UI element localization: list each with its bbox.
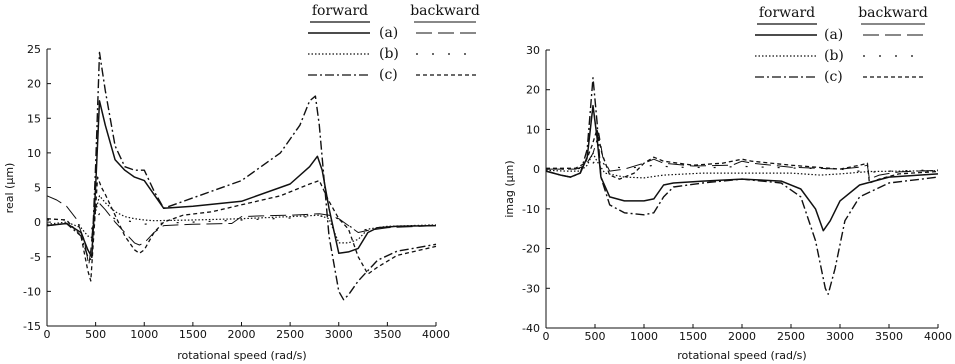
right-y-axis-label: imag (μm) [503,160,516,217]
right-x-tick-label: 4000 [924,330,952,343]
right-y-tick-label: 0 [533,163,540,176]
left-legend-row-b: (b) [379,46,399,62]
right-x-tick-label: 3500 [875,330,903,343]
right-x-tick-label: 1500 [679,330,707,343]
right-legend-row-a: (a) [824,27,843,43]
left-x-tick-label: 3000 [325,328,353,341]
left-legend-row-c: (c) [379,67,398,83]
right-x-tick-label: 500 [585,330,606,343]
left-y-tick-label: -15 [23,320,41,333]
right-y-tick-label: -30 [522,282,540,295]
right-y-tick-label: -20 [522,243,540,256]
right-x-tick-label: 0 [543,330,550,343]
right-series-fc [545,77,939,295]
right-x-ticks: 0 500 1000 1500 2000 2500 3000 3500 4000 [543,324,952,343]
left-x-axis-label: rotational speed (rad/s) [177,349,306,362]
right-legend-header-forward: forward [759,5,815,21]
left-y-tick-label: 15 [27,112,41,125]
right-y-ticks: -40 -30 -20 -10 0 10 20 30 [522,44,550,335]
left-series-group [46,51,437,301]
left-x-tick-label: 2000 [228,328,256,341]
left-y-axis-label: real (μm) [3,163,16,214]
left-y-ticks: -15 -10 -5 0 5 10 15 20 25 [23,43,51,333]
left-series-fa [46,100,437,258]
right-x-tick-label: 2500 [777,330,805,343]
chart-right: 0 500 1000 1500 2000 2500 3000 3500 4000 -40-30-… [503,5,952,362]
left-x-ticks: 0 500 1000 1500 2000 2500 3000 3500 4000 [44,322,450,341]
left-x-tick-label: 2500 [276,328,304,341]
left-x-tick-label: 4000 [422,328,450,341]
right-y-tick-label: 20 [526,84,540,97]
left-y-tick-label: 20 [27,78,41,91]
right-x-axis-label: rotational speed (rad/s) [677,349,806,362]
right-x-tick-label: 2000 [728,330,756,343]
left-x-tick-label: 0 [44,328,51,341]
left-y-tick-label: 0 [34,216,41,229]
left-y-tick-label: 10 [27,147,41,160]
left-series-fc [46,51,437,301]
left-x-tick-label: 500 [85,328,106,341]
right-x-tick-label: 3000 [826,330,854,343]
right-legend-row-b: (b) [824,48,844,64]
left-legend-header-forward: forward [312,3,368,19]
right-series-bc [546,128,939,184]
right-legend-row-c: (c) [824,69,843,85]
right-series-fb [545,152,939,179]
left-legend-row-a: (a) [379,25,398,41]
right-y-tick-label: -40 [522,322,540,335]
left-series-bc [46,176,437,282]
left-legend: forward backward (a) (b) (c) [308,3,480,83]
left-y-tick-label: 5 [34,182,41,195]
right-series-group [545,77,939,295]
left-series-fb [46,195,437,244]
right-series-fa [545,104,939,232]
chart-left: 0 500 1000 1500 2000 2500 3000 3500 4000 -15-10-… [3,3,480,362]
right-y-tick-label: -10 [522,203,540,216]
right-x-tick-label: 1000 [630,330,658,343]
left-x-tick-label: 1500 [179,328,207,341]
right-y-tick-label: 30 [526,44,540,57]
left-x-tick-label: 1000 [130,328,158,341]
right-series-bb [546,156,939,173]
left-y-tick-label: 25 [27,43,41,56]
right-legend: forward backward (a) (b) (c) [755,5,928,85]
left-y-tick-label: -10 [23,285,41,298]
right-series-ba [546,132,939,180]
left-x-tick-label: 3500 [373,328,401,341]
right-legend-header-backward: backward [858,5,928,21]
left-legend-header-backward: backward [410,3,480,19]
right-y-tick-label: 10 [526,123,540,136]
left-series-ba [46,195,437,266]
left-y-tick-label: -5 [30,251,41,264]
